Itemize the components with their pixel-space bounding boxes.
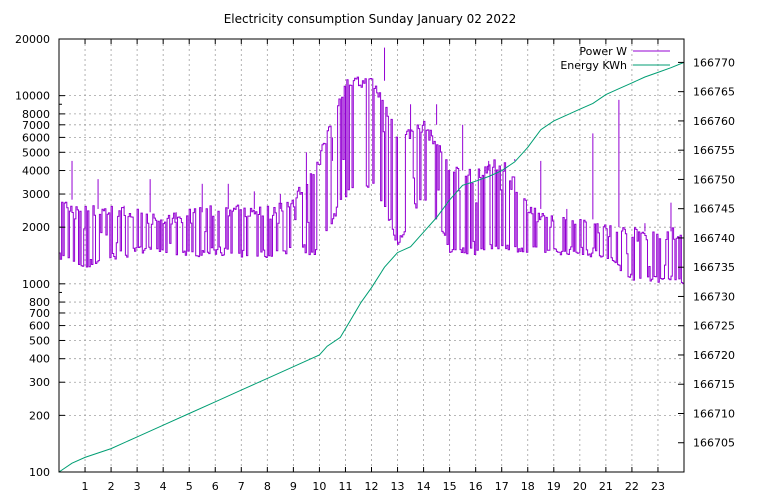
y-right-tick-label: 166740 (693, 232, 735, 245)
y-left-tick-label: 100 (29, 466, 50, 479)
plot-frame (58, 38, 685, 473)
y-left-tick-label: 5000 (22, 146, 50, 159)
x-tick-label: 3 (134, 480, 141, 493)
chart-title: Electricity consumption Sunday January 0… (224, 12, 517, 26)
power-series-line (59, 76, 685, 285)
x-tick-label: 10 (312, 480, 326, 493)
y-left-tick-label: 8000 (22, 108, 50, 121)
y-right-tick-label: 166765 (693, 86, 735, 99)
y-right-tick-label: 166710 (693, 407, 735, 420)
x-tick-label: 13 (391, 480, 405, 493)
y-left-tick-label: 3000 (22, 188, 50, 201)
x-tick-label: 14 (417, 480, 431, 493)
y-left-tick-label: 300 (29, 376, 50, 389)
y-left-tick-label: 400 (29, 353, 50, 366)
y-right-tick-label: 166705 (693, 437, 735, 450)
y-left-tick-label: 10000 (15, 90, 50, 103)
y-left-tick-label: 6000 (22, 131, 50, 144)
y-left-tick-label: 7000 (22, 119, 50, 132)
y-right-tick-label: 166770 (693, 56, 735, 69)
x-tick-label: 20 (573, 480, 587, 493)
y-left-tick-label: 1000 (22, 278, 50, 291)
y-right-tick-label: 166735 (693, 261, 735, 274)
y-right-tick-label: 166715 (693, 378, 735, 391)
y-right-tick-label: 166755 (693, 144, 735, 157)
y-right-tick-label: 166745 (693, 203, 735, 216)
x-tick-label: 17 (495, 480, 509, 493)
grid-lines (59, 39, 684, 472)
legend: Power W Energy KWh (560, 45, 670, 72)
legend-label-power: Power W (579, 45, 627, 58)
y-left-tick-label: 600 (29, 320, 50, 333)
y-right-tick-label: 166720 (693, 349, 735, 362)
y-right-tick-label: 166760 (693, 115, 735, 128)
y-left-tick-label: 2000 (22, 221, 50, 234)
axes: 1 2 3 4 5 6 7 8 9 10 11 12 13 14 15 16 17 18 19 20 21 22 23100… (15, 33, 735, 493)
x-tick-label: 5 (186, 480, 193, 493)
x-tick-label: 6 (212, 480, 219, 493)
x-tick-label: 22 (625, 480, 639, 493)
legend-label-energy: Energy KWh (560, 59, 627, 72)
y-left-tick-label: 700 (29, 307, 50, 320)
x-tick-label: 19 (547, 480, 561, 493)
x-tick-label: 11 (338, 480, 352, 493)
x-tick-label: 21 (599, 480, 613, 493)
x-tick-label: 9 (290, 480, 297, 493)
y-left-tick-label: 500 (29, 334, 50, 347)
x-tick-label: 15 (443, 480, 457, 493)
x-tick-label: 23 (651, 480, 665, 493)
energy-series-line (58, 61, 685, 473)
x-tick-label: 7 (238, 480, 245, 493)
y-right-tick-label: 166730 (693, 290, 735, 303)
x-tick-label: 18 (521, 480, 535, 493)
y-left-tick-label: 200 (29, 409, 50, 422)
y-left-tick-label: 20000 (15, 33, 50, 46)
y-right-tick-label: 166750 (693, 173, 735, 186)
y-left-tick-label: 800 (29, 296, 50, 309)
x-tick-label: 12 (365, 480, 379, 493)
x-tick-label: 4 (160, 480, 167, 493)
x-tick-label: 2 (108, 480, 115, 493)
x-tick-label: 1 (82, 480, 89, 493)
y-left-tick-label: 4000 (22, 165, 50, 178)
y-right-tick-label: 166725 (693, 320, 735, 333)
x-tick-label: 8 (264, 480, 271, 493)
energy-series (58, 61, 685, 473)
power-series (59, 47, 685, 285)
x-tick-label: 16 (469, 480, 483, 493)
